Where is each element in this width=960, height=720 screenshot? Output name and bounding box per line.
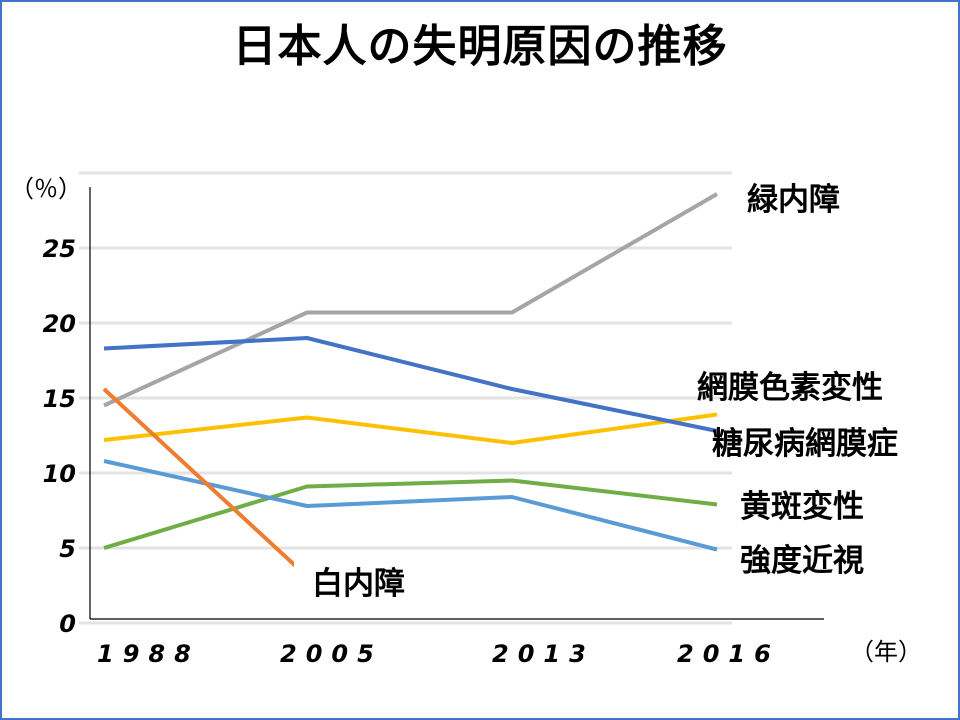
series-line-6 <box>102 387 294 568</box>
x-tick-label: 2016 <box>677 640 780 668</box>
y-tick-label: 15 <box>43 385 76 413</box>
y-tick-label: 20 <box>43 310 76 338</box>
x-tick-label: 1988 <box>97 640 200 668</box>
x-axis-unit: （年） <box>850 638 922 666</box>
x-tick-label: 2013 <box>492 640 595 668</box>
series-label: 黄斑変性 <box>740 489 864 525</box>
y-axis-unit: （％） <box>10 175 82 203</box>
y-tick-label: 25 <box>43 235 76 263</box>
series-label: 強度近視 <box>740 543 864 579</box>
series-line-4 <box>103 478 718 550</box>
y-tick-label: 10 <box>43 460 76 488</box>
y-tick-label: 0 <box>59 610 76 638</box>
series-label: 緑内障 <box>747 182 840 218</box>
series-line-3 <box>103 336 718 433</box>
chart-title: 日本人の失明原因の推移 <box>232 21 728 72</box>
series-line-1 <box>103 192 719 408</box>
y-tick-label: 5 <box>59 535 76 563</box>
series-label: 白内障 <box>312 566 405 602</box>
series-label: 網膜色素変性 <box>697 370 883 406</box>
series-line-2 <box>103 412 718 445</box>
series-label: 糖尿病網膜症 <box>712 426 898 462</box>
x-tick-label: 2005 <box>280 640 383 668</box>
